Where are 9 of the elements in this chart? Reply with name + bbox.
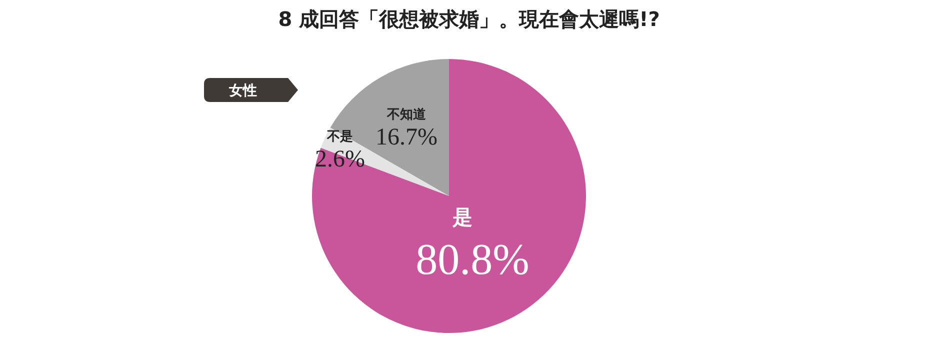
text: 女性: [228, 83, 257, 99]
data-label: 80.8%: [416, 234, 530, 284]
data-label: 2.6%: [314, 146, 365, 173]
slice-label: 是: [451, 204, 472, 229]
slice-label: 不是: [326, 130, 353, 145]
slice-label: 不知道: [386, 107, 427, 122]
pie-slice: [312, 59, 586, 333]
data-label: 16.7%: [375, 124, 438, 150]
chart-title: 8 成回答「很想被求婚」。現在會太遲嗎!?: [278, 7, 660, 31]
